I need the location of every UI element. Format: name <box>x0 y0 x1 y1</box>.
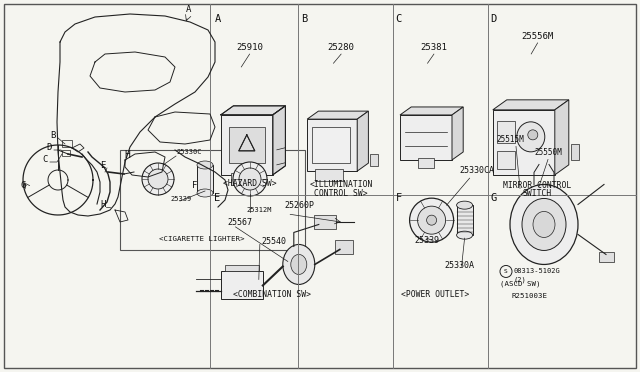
Text: D: D <box>490 14 497 24</box>
Text: 25550M: 25550M <box>534 148 562 157</box>
Bar <box>221 115 273 175</box>
Text: H: H <box>124 150 130 160</box>
Bar <box>197 165 213 193</box>
Ellipse shape <box>197 189 213 197</box>
Polygon shape <box>555 100 569 175</box>
Bar <box>221 272 263 299</box>
Text: H: H <box>100 200 106 209</box>
Bar <box>493 110 555 175</box>
Bar <box>120 150 305 250</box>
Text: G: G <box>490 193 497 203</box>
Ellipse shape <box>142 163 174 195</box>
Polygon shape <box>307 111 369 119</box>
Ellipse shape <box>291 254 307 275</box>
Text: D: D <box>46 143 51 152</box>
Polygon shape <box>273 106 285 175</box>
Bar <box>497 121 515 143</box>
Text: S: S <box>504 269 508 274</box>
Text: B: B <box>301 14 307 24</box>
Text: 25330A: 25330A <box>445 261 475 270</box>
Polygon shape <box>357 111 369 171</box>
Text: 25567: 25567 <box>227 218 252 227</box>
Text: <CIGARETTE LIGHTER>: <CIGARETTE LIGHTER> <box>159 236 244 242</box>
Text: 25260P: 25260P <box>285 201 315 210</box>
Ellipse shape <box>417 206 445 234</box>
Text: <COMBINATION SW>: <COMBINATION SW> <box>233 291 311 299</box>
Text: 25515M: 25515M <box>496 135 524 144</box>
Text: C: C <box>396 14 402 24</box>
Bar <box>225 266 259 272</box>
Text: A: A <box>186 5 191 14</box>
Ellipse shape <box>197 161 213 169</box>
Text: <POWER OUTLET>: <POWER OUTLET> <box>401 291 469 299</box>
Polygon shape <box>452 107 463 160</box>
Polygon shape <box>493 100 569 110</box>
Text: E: E <box>214 193 221 203</box>
Bar <box>371 154 378 166</box>
Text: E: E <box>100 161 106 170</box>
Bar <box>307 119 357 171</box>
Text: 25381: 25381 <box>420 43 447 52</box>
Text: <HAZARD SW>: <HAZARD SW> <box>223 179 276 188</box>
Bar <box>315 169 343 181</box>
Text: 25312M: 25312M <box>246 207 271 213</box>
Text: MIRROR CONTROL: MIRROR CONTROL <box>504 181 572 190</box>
Text: 25339: 25339 <box>415 236 440 245</box>
Text: 25556M: 25556M <box>522 32 554 41</box>
Text: 08313-5102G: 08313-5102G <box>514 269 561 275</box>
Bar <box>571 144 579 160</box>
Ellipse shape <box>528 130 538 140</box>
Text: G: G <box>20 181 26 190</box>
Ellipse shape <box>516 122 545 152</box>
Ellipse shape <box>456 201 472 209</box>
Ellipse shape <box>427 215 436 225</box>
Ellipse shape <box>522 198 566 250</box>
Text: F: F <box>396 193 402 203</box>
Bar <box>335 240 353 254</box>
Text: (ASCD SW): (ASCD SW) <box>500 281 541 288</box>
Polygon shape <box>400 107 463 115</box>
Text: SWITCH: SWITCH <box>523 189 552 198</box>
Bar <box>312 127 350 163</box>
Bar <box>418 158 434 168</box>
Polygon shape <box>221 106 285 115</box>
Text: R251003E: R251003E <box>512 294 548 299</box>
Bar <box>497 151 515 169</box>
Bar <box>62 140 72 147</box>
Ellipse shape <box>533 211 555 237</box>
Bar <box>231 173 260 185</box>
Ellipse shape <box>510 185 578 264</box>
Bar <box>62 150 70 156</box>
Ellipse shape <box>283 244 315 285</box>
Text: 25280: 25280 <box>328 43 355 52</box>
Bar <box>599 253 614 263</box>
Text: C: C <box>42 155 47 164</box>
Ellipse shape <box>239 168 261 190</box>
Text: CONTROL SW>: CONTROL SW> <box>314 189 368 198</box>
Ellipse shape <box>410 198 454 242</box>
Text: F: F <box>192 181 197 190</box>
Text: B: B <box>50 131 56 140</box>
Text: 25330CA: 25330CA <box>460 166 495 175</box>
Text: A: A <box>214 14 221 24</box>
Ellipse shape <box>456 231 472 239</box>
Ellipse shape <box>148 169 168 189</box>
Text: <ILLUMINATION: <ILLUMINATION <box>309 180 373 189</box>
Text: 25339: 25339 <box>170 196 191 202</box>
Text: 25330C: 25330C <box>176 149 202 155</box>
Text: 25540: 25540 <box>261 237 286 246</box>
Bar <box>228 127 265 163</box>
Text: 25910: 25910 <box>236 43 263 52</box>
Text: (2): (2) <box>514 277 527 283</box>
Bar <box>456 205 472 235</box>
Ellipse shape <box>233 162 267 196</box>
Bar <box>314 215 336 230</box>
Bar <box>400 115 452 160</box>
